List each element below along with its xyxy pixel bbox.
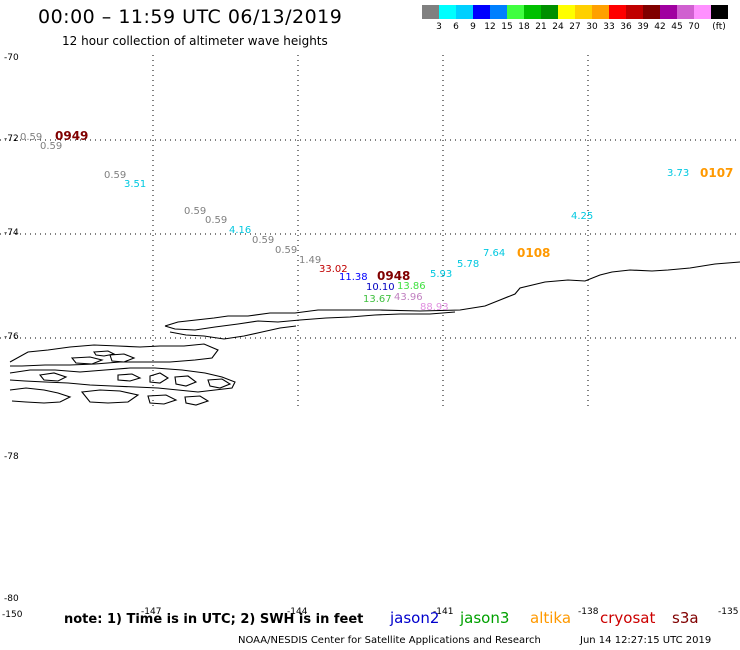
satellite-legend-s3a: s3a [672,609,699,627]
pass-time-label: 0949 [55,129,89,143]
lat-label: -74 [4,228,19,238]
scale-label: 39 [637,22,649,32]
scale-swatch [422,5,439,19]
scale-label: 27 [569,22,581,32]
lon-label: -135 [718,607,739,617]
scale-swatch [473,5,490,19]
wave-height-label: 5.78 [457,259,480,270]
wave-height-label: 43.96 [394,292,423,303]
wave-height-label: 0.59 [184,206,207,217]
wave-height-label: 13.67 [363,294,392,305]
wave-height-label: 1.49 [299,255,322,266]
scale-label: 36 [620,22,632,32]
scale-label: 70 [688,22,700,32]
lon-label: -144 [287,607,308,617]
scale-label: 42 [654,22,666,32]
scale-label: 12 [484,22,496,32]
scale-label: 9 [470,22,476,32]
graticule [0,55,740,408]
scale-swatch [711,5,728,19]
scale-swatch [541,5,558,19]
wave-height-label: 10.10 [366,282,395,293]
generated-timestamp: Jun 14 12:27:15 UTC 2019 [580,635,712,646]
satellite-legend-altika: altika [530,609,572,627]
lon-label: -147 [141,607,162,617]
scale-swatch [626,5,643,19]
wave-height-label: 3.73 [667,168,690,179]
lon-label: -150 [2,610,23,620]
wave-height-label: 7.64 [483,248,506,259]
footer-note: note: 1) Time is in UTC; 2) SWH is in fe… [64,612,364,627]
lat-label: -76 [4,332,19,342]
scale-swatch [575,5,592,19]
wave-height-label: 4.25 [571,211,594,222]
wave-height-label: 33.02 [319,264,348,275]
scale-label: 18 [518,22,530,32]
scale-swatch [456,5,473,19]
scale-label: 33 [603,22,615,32]
map-subtitle: 12 hour collection of altimeter wave hei… [62,34,328,48]
scale-label: 6 [453,22,459,32]
wave-height-label: 0.59 [40,141,63,152]
wave-height-label: 0.59 [275,245,298,256]
lon-label: -138 [578,607,599,617]
wave-height-label: 13.86 [397,281,426,292]
wave-height-label: 0.59 [104,170,127,181]
scale-swatch [490,5,507,19]
wave-height-label: 88.93 [420,302,449,313]
wave-height-label: 4.16 [229,225,252,236]
pass-time-label: 0107 [700,166,734,180]
scale-unit: (ft) [712,22,726,32]
wave-height-label: 0.59 [252,235,275,246]
scale-label: 21 [535,22,547,32]
credit-line: NOAA/NESDIS Center for Satellite Applica… [238,635,541,646]
satellite-legend-jason3: jason3 [460,609,510,627]
scale-swatch [558,5,575,19]
wave-height-label: 5.93 [430,269,453,280]
map-title: 00:00 – 11:59 UTC 06/13/2019 [38,6,343,28]
scale-swatch [524,5,541,19]
pass-time-label: 0108 [517,246,551,260]
lat-label: -78 [4,452,19,462]
wave-height-label: 3.51 [124,179,147,190]
scale-swatch [507,5,524,19]
scale-swatch [609,5,626,19]
wave-height-label: 0.59 [20,132,43,143]
lon-label: -141 [433,607,454,617]
coastline [9,261,740,406]
scale-swatch [439,5,456,19]
scale-label: 45 [671,22,683,32]
lat-label: -80 [4,594,19,604]
scale-swatch [694,5,711,19]
wave-height-label: 11.38 [339,272,368,283]
scale-swatch [660,5,677,19]
scale-label: 30 [586,22,598,32]
scale-label: 24 [552,22,564,32]
scale-label: 3 [436,22,442,32]
scale-label: 15 [501,22,513,32]
wave-height-label: 0.59 [205,215,228,226]
lat-label: -70 [4,53,19,63]
scale-swatch [643,5,660,19]
lat-label: -72 [4,134,19,144]
scale-swatch [677,5,694,19]
pass-time-label: 0948 [377,269,411,283]
satellite-legend-cryosat: cryosat [600,609,656,627]
scale-swatch [592,5,609,19]
satellite-legend-jason2: jason2 [390,609,440,627]
